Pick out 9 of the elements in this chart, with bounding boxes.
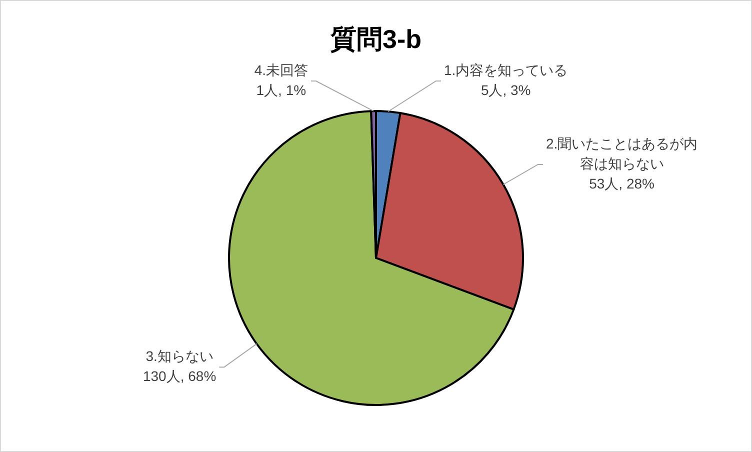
chart-title: 質問3-b <box>330 24 422 54</box>
slice-label: 3.知らない <box>146 348 214 364</box>
data-label: 5人, 3% <box>480 82 531 98</box>
data-label: 53人, 28% <box>589 176 654 192</box>
data-label: 130人, 68% <box>142 368 216 384</box>
data-label: 1人, 1% <box>256 82 306 98</box>
slice-label: 2.聞いたことはあるが内容は知らない <box>546 136 698 172</box>
slice-label: 4.未回答 <box>254 62 308 78</box>
slice-label: 1.内容を知っている <box>444 62 568 78</box>
